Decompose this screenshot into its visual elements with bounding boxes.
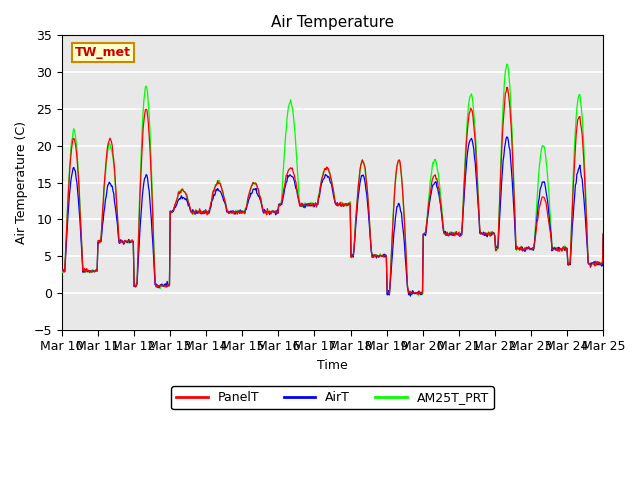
- X-axis label: Time: Time: [317, 359, 348, 372]
- Legend: PanelT, AirT, AM25T_PRT: PanelT, AirT, AM25T_PRT: [172, 386, 494, 409]
- Text: TW_met: TW_met: [76, 46, 131, 59]
- Y-axis label: Air Temperature (C): Air Temperature (C): [15, 121, 28, 244]
- Title: Air Temperature: Air Temperature: [271, 15, 394, 30]
